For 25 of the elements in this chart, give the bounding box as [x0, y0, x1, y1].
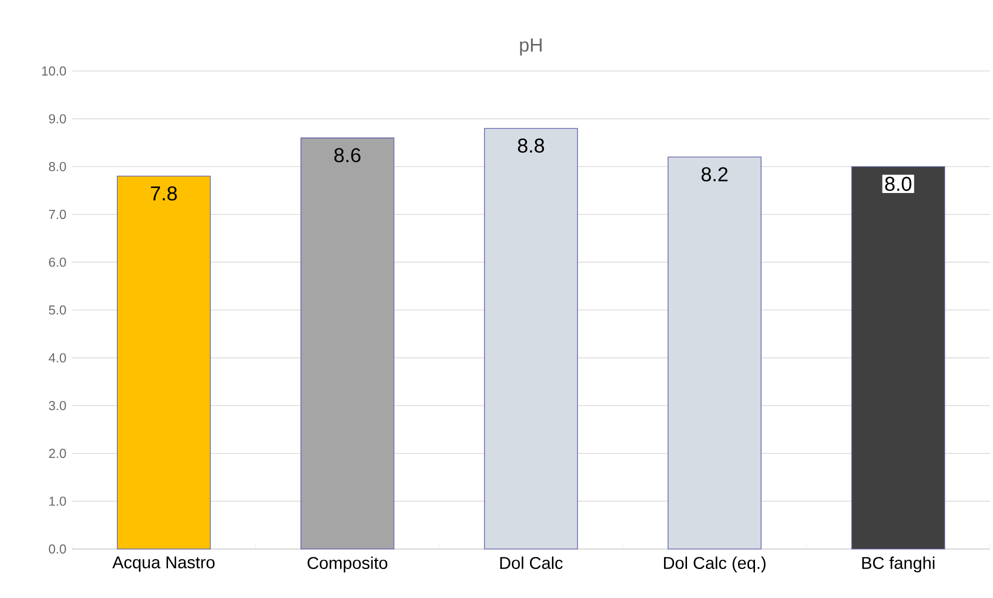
chart-title: pH [520, 38, 542, 56]
y-tick-label: 5.0 [48, 305, 66, 315]
y-tick-label: 10.0 [42, 66, 66, 76]
y-tick-label: 7.0 [49, 210, 66, 219]
x-tick-label: BC fanghi [862, 556, 934, 572]
bar [300, 138, 394, 550]
bar [116, 176, 211, 550]
bar [851, 166, 946, 550]
y-tick-label: 3.0 [48, 400, 66, 410]
x-tick-label: Acqua Nastro [112, 556, 215, 572]
x-tick-label: Dol Calc [500, 556, 563, 570]
y-tick-label: 0.0 [48, 544, 66, 554]
x-tick-label: Composito [308, 556, 388, 572]
data-label: 8.0 [885, 176, 912, 191]
y-tick-label: 2.0 [49, 448, 66, 458]
y-tick-label: 9.0 [49, 114, 66, 124]
data-label: 7.8 [150, 186, 177, 201]
data-label: 8.2 [702, 167, 728, 182]
y-tick-label: 1.0 [49, 496, 66, 506]
data-label: 8.8 [518, 138, 544, 153]
x-tick-label: Dol Calc (eq.) [664, 556, 766, 572]
data-label: 8.6 [334, 148, 360, 162]
y-tick-label: 4.0 [48, 353, 66, 362]
y-tick-label: 8.0 [48, 162, 66, 172]
y-tick-label: 6.0 [49, 258, 66, 267]
